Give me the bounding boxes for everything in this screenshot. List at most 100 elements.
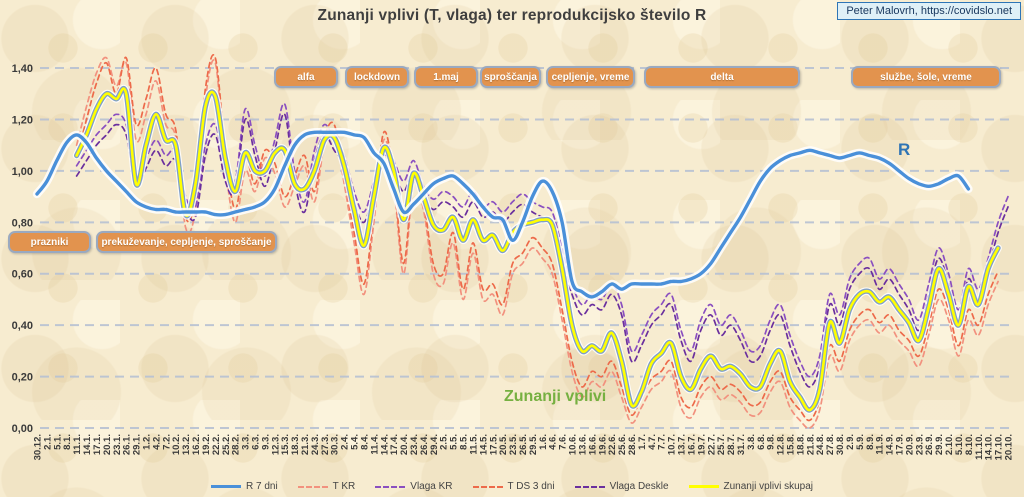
x-axis-label: 2.10. (944, 434, 955, 455)
annotation-box-1-maj: 1.maj (414, 66, 478, 88)
x-axis-label: 8.5. (459, 434, 470, 450)
x-axis-label: 5.1. (52, 434, 63, 450)
x-axis-label: 7.6. (558, 434, 569, 450)
y-axis-label: 1,40 (12, 63, 33, 75)
legend-line-sample (688, 485, 719, 488)
x-axis-label: 17.10. (994, 434, 1005, 460)
x-axis-label: 24.3. (310, 434, 321, 455)
y-axis-label: 0,80 (12, 217, 33, 229)
x-axis-label: 20.1. (102, 434, 113, 455)
x-axis-label: 29.1. (132, 434, 143, 455)
legend-item-t-ds-3-dni[interactable]: T DS 3 dni (472, 481, 555, 492)
chart-title: Zunanji vplivi (T, vlaga) ter reprodukci… (317, 7, 707, 24)
x-axis-label: 16.7. (686, 434, 697, 455)
y-axis-label: 1,00 (12, 166, 33, 178)
x-axis-label: 19.7. (696, 434, 707, 455)
legend-label: T KR (332, 481, 356, 492)
x-axis-label: 14.10. (984, 434, 995, 460)
legend-item-vlaga-kr[interactable]: Vlaga KR (375, 481, 453, 492)
legend-line-sample (375, 485, 406, 488)
x-axis-label: 11.10. (974, 434, 985, 460)
x-axis-label: 13.2. (181, 434, 192, 455)
x-axis-label: 11.9. (875, 434, 886, 455)
x-axis-label: 21.3. (300, 434, 311, 455)
x-axis-label: 24.8. (815, 434, 826, 455)
x-axis-label: 12.3. (270, 434, 281, 455)
x-axis-label: 1.6. (538, 434, 549, 450)
y-axis-label: 0,40 (12, 320, 33, 332)
x-axis-label: 31.7. (736, 434, 747, 455)
legend-label: Zunanji vplivi skupaj (723, 481, 814, 492)
x-axis-label: 14.1. (82, 434, 93, 455)
legend-label: R 7 dni (245, 481, 278, 492)
x-axis-label: 22.6. (607, 434, 618, 455)
x-axis-label: 29.5. (528, 434, 539, 455)
x-axis-label: 20.4. (399, 434, 410, 455)
x-axis-label: 28.7. (726, 434, 737, 455)
x-axis-label: 13.6. (577, 434, 588, 455)
annotation-box-cepljenje-vreme: cepljenje, vreme (546, 66, 635, 88)
x-axis-label: 25.2. (221, 434, 232, 455)
x-axis-label: 7.7. (657, 434, 668, 450)
legend-item-vlaga-deskle[interactable]: Vlaga Deskle (574, 481, 669, 492)
x-axis-label: 20.10. (1004, 434, 1015, 460)
legend-line-sample (297, 485, 328, 488)
annotation-box-slu-be-ole-vreme: službe, šole, vreme (851, 66, 1001, 88)
x-axis-label: 1.7. (637, 434, 648, 450)
legend-item-zunanji-vplivi-skupaj[interactable]: Zunanji vplivi skupaj (688, 481, 814, 492)
x-axis-label: 17.9. (895, 434, 906, 455)
x-axis-label: 5.5. (449, 434, 460, 450)
x-axis-label: 23.5. (508, 434, 519, 455)
x-axis-label: 17.5. (488, 434, 499, 455)
legend-item-t-kr[interactable]: T KR (297, 481, 356, 492)
x-axis-label: 2.5. (439, 434, 450, 450)
y-axis-label: 0,20 (12, 372, 33, 384)
x-axis-label: 29.4. (429, 434, 440, 455)
x-axis-label: 8.9. (865, 434, 876, 450)
x-axis-label: 14.9. (885, 434, 896, 455)
x-axis-label: 5.9. (855, 434, 866, 450)
legend-line-sample (574, 485, 605, 488)
x-axis-label: 7.2. (161, 434, 172, 450)
series-zunanji-vplivi-skupaj-line (75, 87, 1000, 412)
x-axis-label: 29.9. (934, 434, 945, 455)
legend-item-r-7-dni[interactable]: R 7 dni (210, 481, 278, 492)
x-axis-label: 14.4. (379, 434, 390, 455)
legend-line-sample (472, 485, 503, 488)
x-axis-label: 1.2. (141, 434, 152, 450)
x-axis-label: 2.1. (42, 434, 53, 450)
x-axis-label: 6.8. (756, 434, 767, 450)
legend-label: T DS 3 dni (507, 481, 555, 492)
x-axis-label: 11.4. (369, 434, 380, 455)
x-axis-label: 23.4. (409, 434, 420, 455)
x-axis-label: 22.2. (211, 434, 222, 455)
legend-label: Vlaga Deskle (609, 481, 669, 492)
x-axis-label: 3.8. (746, 434, 757, 450)
legend: R 7 dni T KR Vlaga KR T DS 3 dni Vlaga Deskl… (0, 481, 1024, 492)
x-axis-label: 27.8. (825, 434, 836, 455)
x-axis-label: 15.3. (280, 434, 291, 455)
x-axis-label: 10.2. (171, 434, 182, 455)
x-axis-label: 9.3. (260, 434, 271, 450)
x-axis-label: 17.4. (389, 434, 400, 455)
attribution-link[interactable]: Peter Malovrh, https://covidslo.net (837, 2, 1021, 20)
x-axis-label: 6.3. (250, 434, 261, 450)
annotation-box-spro-anja: sproščanja (480, 66, 541, 88)
x-axis-label: 28.2. (231, 434, 242, 455)
x-axis-label: 26.1. (122, 434, 133, 455)
x-axis-label: 5.10. (954, 434, 965, 455)
x-axis-label: 8.1. (62, 434, 73, 450)
x-axis-label: 12.8. (776, 434, 787, 455)
x-axis-label: 22.7. (706, 434, 717, 455)
annotation-box-prazniki: prazniki (8, 231, 91, 253)
x-axis-label: 23.9. (914, 434, 925, 455)
x-axis-label: 14.5. (478, 434, 489, 455)
y-axis-label: 0,60 (12, 269, 33, 281)
x-axis-label: 15.8. (786, 434, 797, 455)
x-axis-label: 30.12. (33, 434, 44, 460)
x-axis-label: 2.9. (845, 434, 856, 450)
legend-line-sample (210, 485, 241, 488)
x-axis-label: 21.8. (805, 434, 816, 455)
